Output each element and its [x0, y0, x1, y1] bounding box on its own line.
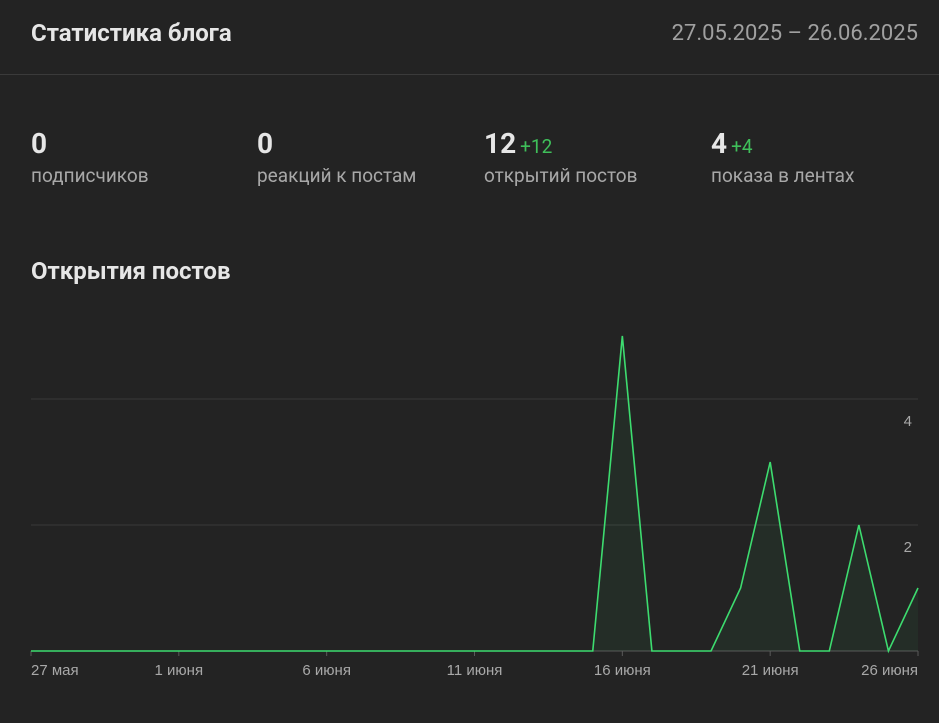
stat-label: показа в лентах — [711, 164, 855, 187]
stat: 4 +4 показа в лентах — [711, 127, 854, 187]
line — [31, 335, 919, 654]
stat: 0 реакций к постам — [257, 127, 416, 187]
area — [31, 336, 918, 651]
y-tick-label: 2 — [904, 539, 912, 556]
stat-row: 0 — [31, 127, 149, 160]
stat-row: 4 +4 — [711, 127, 854, 160]
stat-value: 4 — [711, 127, 728, 160]
stat-delta: +4 — [731, 135, 753, 158]
stat-label: реакций к постам — [257, 164, 417, 187]
stat-value: 0 — [257, 127, 274, 160]
stat-label: открытий постов — [484, 164, 638, 187]
stat-value: 0 — [31, 127, 48, 160]
stat-value: 12 — [484, 127, 517, 160]
x-tick-label: 26 июня — [861, 662, 918, 679]
x-tick-label: 11 июня — [447, 662, 503, 679]
x-tick-label: 6 июня — [302, 662, 351, 679]
stat: 12 +12 открытий постов — [484, 127, 637, 187]
x-tick-label: 27 мая — [31, 662, 79, 679]
date-range[interactable]: 27.05.2025 – 26.06.2025 — [671, 21, 918, 46]
x-tick-label: 16 июня — [594, 662, 651, 679]
stat-row: 0 — [257, 127, 416, 160]
y-tick-label: 4 — [904, 413, 912, 430]
stat-label: подписчиков — [31, 164, 149, 187]
stat-delta: +12 — [520, 135, 553, 158]
chart-title: Открытия постов — [31, 257, 231, 285]
x-tick-label: 1 июня — [155, 662, 204, 679]
header-title: Статистика блога — [31, 19, 232, 47]
x-tick-label: 21 июня — [742, 662, 799, 679]
stat-row: 12 +12 — [484, 127, 637, 160]
header: Статистика блога 27.05.2025 – 26.06.2025 — [0, 0, 939, 75]
stat: 0 подписчиков — [31, 127, 149, 187]
